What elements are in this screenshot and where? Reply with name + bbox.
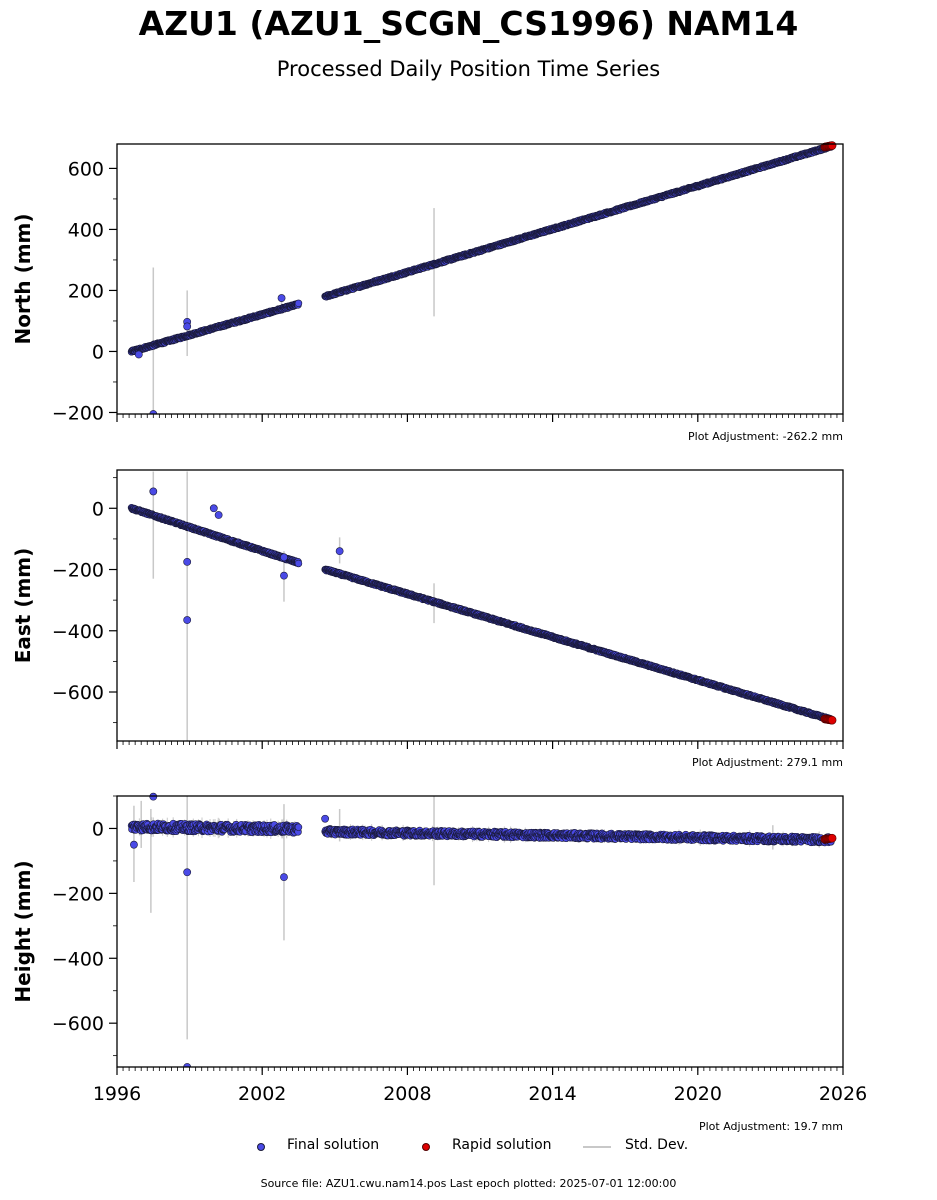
y-tick-label: 0 [92, 341, 104, 363]
plot-area [127, 471, 837, 741]
y-tick-label: −200 [52, 560, 104, 582]
plot-area [127, 141, 837, 414]
axes-frame [116, 469, 844, 742]
y-tick-label: 600 [68, 158, 104, 180]
plot-adjustment-label: Plot Adjustment: 279.1 mm [692, 756, 843, 769]
final-point-outlier [280, 553, 288, 562]
rapid-point [827, 141, 837, 150]
y-tick-label: −600 [52, 682, 104, 704]
final-point-outlier [280, 571, 288, 580]
y-axis-label: East (mm) [11, 548, 35, 664]
final-point-outlier [134, 350, 143, 359]
final-point-outlier [209, 504, 218, 513]
final-point [294, 559, 303, 568]
chart-title: AZU1 (AZU1_SCGN_CS1996) NAM14 [138, 4, 799, 43]
final-point-outlier [335, 547, 344, 556]
y-tick-label: 0 [92, 498, 104, 520]
y-tick-label: −400 [52, 621, 104, 643]
panel-height: 1996 2002 2008 2014 2020 2026−600−400−2000Hei… [11, 792, 867, 1133]
plot-area [127, 792, 837, 1067]
final-point-outlier [149, 487, 158, 496]
final-point-outlier [183, 616, 192, 624]
final-point [294, 299, 303, 307]
y-tick-label: 400 [68, 219, 104, 241]
final-point-outlier [214, 511, 223, 519]
final-point-outlier [277, 294, 286, 302]
panel-north: −200 0 200 400 600 North (mm) Plot Adjustment:… [11, 141, 844, 443]
y-axis-label: North (mm) [11, 213, 35, 344]
plot-adjustment-label: Plot Adjustment: -262.2 mm [688, 430, 843, 443]
rapid-point [827, 715, 837, 725]
y-tick-label: 200 [68, 280, 104, 302]
final-point [294, 823, 303, 831]
panel-east: −600 −400 −200 0 East (mm) Plot Adjustment: 2… [11, 469, 844, 769]
axes-frame [116, 143, 844, 415]
chart-subtitle: Processed Daily Position Time Series [276, 57, 661, 81]
final-point-outlier [183, 557, 192, 566]
y-tick-label: −200 [52, 402, 104, 424]
final-point-outlier [183, 322, 192, 331]
